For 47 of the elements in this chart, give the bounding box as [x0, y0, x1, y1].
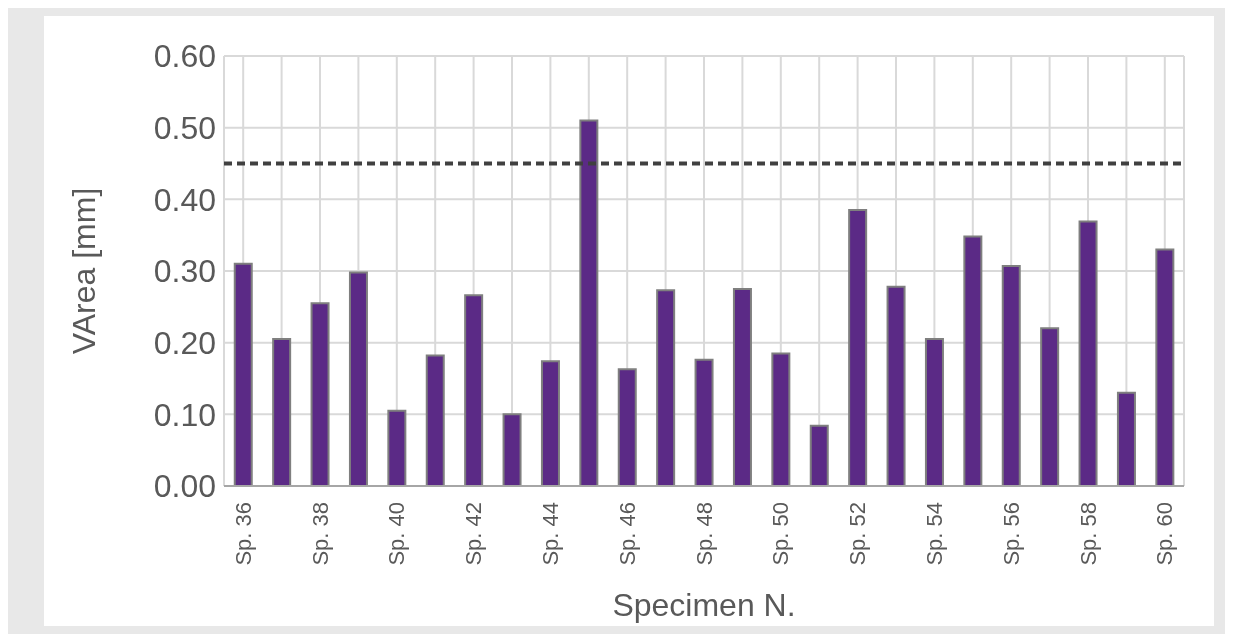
y-axis-title: VArea [mm]: [66, 187, 103, 355]
bar: [1040, 327, 1060, 486]
bar: [387, 409, 407, 486]
bar: [233, 262, 253, 486]
y-tick-label: 0.30: [153, 253, 216, 290]
bar: [310, 302, 330, 486]
y-tick-label: 0.10: [153, 396, 216, 433]
bar: [963, 235, 983, 486]
bar: [1155, 248, 1175, 486]
bar: [425, 354, 445, 486]
x-tick-label: Sp. 56: [998, 502, 1024, 566]
x-tick-label: Sp. 42: [461, 502, 487, 566]
x-tick-label: Sp. 58: [1075, 502, 1101, 566]
bar: [348, 271, 368, 486]
bar: [617, 368, 637, 486]
y-tick-label: 0.40: [153, 181, 216, 218]
bar: [1078, 220, 1098, 486]
bar: [848, 209, 868, 486]
x-tick-label: Sp. 40: [384, 502, 410, 566]
y-tick-label: 0.60: [153, 38, 216, 75]
x-tick-label: Sp. 54: [921, 502, 947, 566]
x-tick-label: Sp. 44: [537, 502, 563, 566]
y-tick-label: 0.20: [153, 325, 216, 362]
bar: [502, 413, 522, 486]
x-tick-label: Sp. 48: [691, 502, 717, 566]
x-tick-label: Sp. 52: [845, 502, 871, 566]
bar: [272, 338, 292, 486]
bar: [1116, 391, 1136, 486]
x-tick-label: Sp. 60: [1152, 502, 1178, 566]
bar: [732, 287, 752, 486]
x-axis-title: Specimen N.: [612, 587, 796, 623]
bar: [694, 358, 714, 486]
bar: [924, 338, 944, 486]
bar: [1001, 264, 1021, 486]
x-tick-label: Sp. 50: [768, 502, 794, 566]
x-tick-label: Sp. 38: [307, 502, 333, 566]
bar: [886, 285, 906, 486]
bar: [771, 352, 791, 486]
bar: [540, 360, 560, 486]
x-tick-label: Sp. 46: [614, 502, 640, 566]
bar: [464, 294, 484, 486]
bar: [656, 289, 676, 486]
y-tick-label: 0.50: [153, 110, 216, 147]
y-tick-label: 0.00: [153, 468, 216, 505]
x-tick-label: Sp. 36: [230, 502, 256, 566]
bar: [809, 424, 829, 486]
bar: [579, 119, 599, 486]
